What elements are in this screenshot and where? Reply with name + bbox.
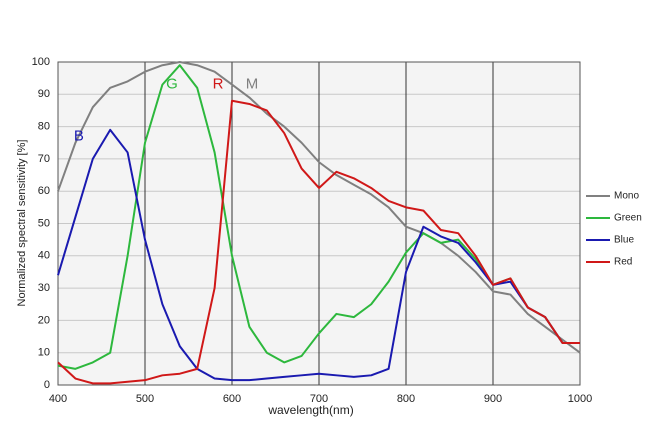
x-tick-label: 400	[49, 393, 67, 405]
y-tick-label: 60	[38, 185, 50, 197]
series-line	[57, 61, 581, 354]
x-axis-label: wavelength(nm)	[267, 403, 353, 417]
y-tick-label: 30	[38, 282, 50, 294]
annotation: G	[166, 76, 178, 93]
y-tick-label: 10	[38, 347, 50, 359]
y-tick-label: 20	[38, 314, 50, 326]
y-tick-label: 90	[38, 88, 50, 100]
legend-label: Green	[614, 213, 642, 224]
annotation: M	[246, 76, 259, 93]
x-tick-label: 800	[397, 393, 415, 405]
y-tick-label: 70	[38, 153, 50, 165]
legend-label: Mono	[614, 191, 639, 202]
legend-label: Red	[614, 257, 632, 268]
y-tick-label: 50	[38, 217, 50, 229]
y-tick-label: 0	[44, 379, 50, 391]
x-tick-label: 700	[310, 393, 328, 405]
x-tick-label: 600	[223, 393, 241, 405]
legend-label: Blue	[614, 235, 634, 246]
y-tick-label: 80	[38, 121, 50, 133]
annotation: R	[213, 76, 224, 93]
series-line	[57, 99, 580, 385]
y-tick-label: 40	[38, 250, 50, 262]
plot-border	[57, 61, 581, 386]
x-tick-label: 1000	[568, 393, 592, 405]
x-tick-label: 900	[484, 393, 502, 405]
x-tick-label: 500	[136, 393, 154, 405]
y-axis-label: Normalized spectral sensitivity [%]	[16, 140, 28, 307]
annotation: B	[74, 127, 84, 144]
y-tick-label: 100	[32, 56, 50, 68]
